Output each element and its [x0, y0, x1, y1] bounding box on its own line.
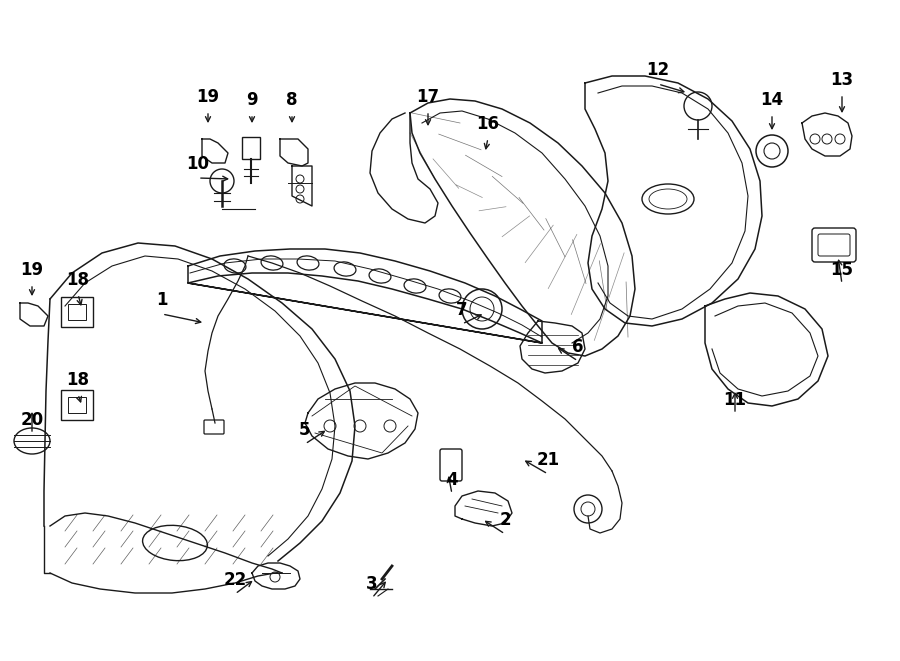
Text: 13: 13 [831, 71, 853, 89]
Text: 18: 18 [67, 271, 89, 289]
Text: 19: 19 [21, 261, 43, 279]
Text: 22: 22 [223, 571, 247, 589]
Text: 11: 11 [724, 391, 746, 409]
Text: 5: 5 [299, 421, 310, 439]
Text: 10: 10 [186, 155, 210, 173]
Text: 9: 9 [247, 91, 257, 109]
Text: 17: 17 [417, 88, 439, 106]
Text: 16: 16 [476, 115, 500, 133]
Text: 2: 2 [500, 511, 511, 529]
Text: 14: 14 [760, 91, 784, 109]
Text: 4: 4 [446, 471, 458, 489]
Text: 6: 6 [572, 338, 584, 356]
Text: 19: 19 [196, 88, 220, 106]
Text: 1: 1 [157, 291, 167, 309]
Text: 20: 20 [21, 411, 43, 429]
Text: 8: 8 [286, 91, 298, 109]
Text: 15: 15 [831, 261, 853, 279]
Text: 18: 18 [67, 371, 89, 389]
Text: 12: 12 [646, 61, 670, 79]
Text: 21: 21 [536, 451, 560, 469]
Bar [242, 137, 260, 159]
Text: 7: 7 [456, 301, 468, 319]
Text: 3: 3 [366, 575, 378, 593]
